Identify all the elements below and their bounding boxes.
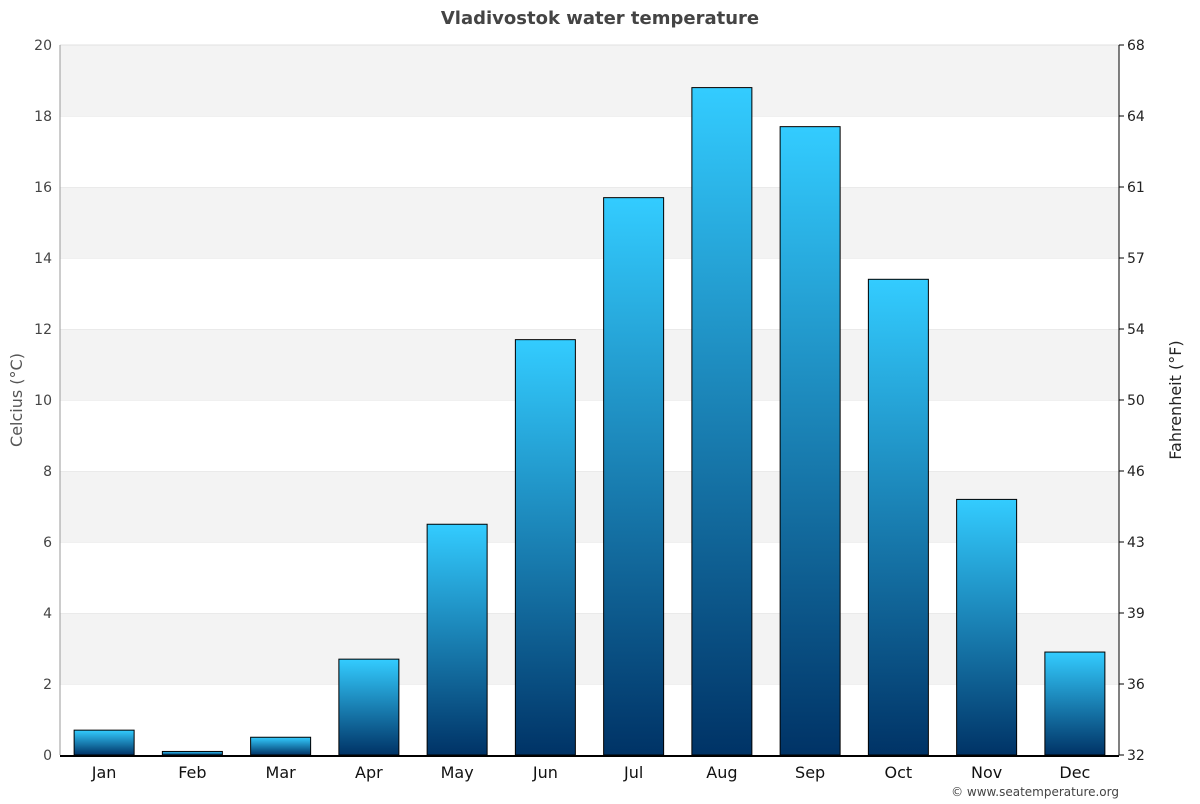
grid-band xyxy=(60,542,1119,613)
x-tick-label: Dec xyxy=(1059,763,1090,782)
x-tick-label: Sep xyxy=(795,763,825,782)
grid-band xyxy=(60,258,1119,329)
x-tick-label: Nov xyxy=(971,763,1002,782)
y-right-tick-label: 32 xyxy=(1127,748,1145,764)
y-right-tick-label: 54 xyxy=(1127,322,1145,338)
y-right-tick-label: 46 xyxy=(1127,464,1145,480)
y-axis-right-label: Fahrenheit (°F) xyxy=(1166,340,1185,459)
grid-band xyxy=(60,187,1119,258)
grid-band xyxy=(60,684,1119,755)
y-right-tick-label: 36 xyxy=(1127,677,1145,693)
y-tick-label: 18 xyxy=(34,109,52,125)
y-tick-label: 20 xyxy=(34,38,52,54)
axes: Jan Feb Mar Apr May Jun Jul Aug Sep Oct Nov Dec 0 32 2… xyxy=(34,38,1145,782)
y-tick-label: 16 xyxy=(34,180,52,196)
grid-band xyxy=(60,471,1119,542)
chart-title: Vladivostok water temperature xyxy=(441,8,759,29)
y-tick-label: 4 xyxy=(43,606,52,622)
x-tick-label: May xyxy=(441,763,474,782)
bar-sep xyxy=(779,126,841,756)
grid-band xyxy=(60,45,1119,116)
y-right-tick-label: 57 xyxy=(1127,251,1145,267)
grid-band xyxy=(60,329,1119,400)
bar-oct xyxy=(867,278,929,756)
x-tick-label: Apr xyxy=(355,763,383,782)
y-tick-label: 6 xyxy=(43,535,52,551)
bar-jun xyxy=(514,339,576,756)
bar-jul xyxy=(603,197,665,756)
grid-band xyxy=(60,613,1119,684)
bar-aug xyxy=(691,87,753,756)
grid-bands xyxy=(60,44,1119,755)
bar-mar xyxy=(250,736,312,756)
bar-may xyxy=(426,523,488,756)
x-tick-label: Oct xyxy=(885,763,913,782)
bar-apr xyxy=(338,658,400,756)
bar-jan xyxy=(73,729,135,756)
y-right-tick-label: 61 xyxy=(1127,180,1145,196)
y-axis-label: Celcius (°C) xyxy=(7,353,26,447)
bars xyxy=(73,87,1106,756)
y-tick-label: 0 xyxy=(43,748,52,764)
grid-band xyxy=(60,400,1119,471)
y-right-tick-label: 39 xyxy=(1127,606,1145,622)
y-tick-label: 8 xyxy=(43,464,52,480)
y-tick-label: 2 xyxy=(43,677,52,693)
x-tick-label: Jul xyxy=(623,763,643,782)
x-tick-label: Aug xyxy=(706,763,737,782)
y-tick-label: 12 xyxy=(34,322,52,338)
y-right-tick-label: 64 xyxy=(1127,109,1145,125)
credit: © www.seatemperature.org xyxy=(951,785,1119,799)
y-right-tick-label: 68 xyxy=(1127,38,1145,54)
grid-band xyxy=(60,116,1119,187)
bar-dec xyxy=(1044,651,1106,756)
x-tick-label: Jun xyxy=(532,763,558,782)
bar-nov xyxy=(956,498,1018,756)
x-tick-label: Feb xyxy=(178,763,206,782)
y-right-tick-label: 43 xyxy=(1127,535,1145,551)
y-right-tick-label: 50 xyxy=(1127,393,1145,409)
y-tick-label: 14 xyxy=(34,251,52,267)
x-tick-label: Jan xyxy=(91,763,117,782)
y-tick-label: 10 xyxy=(34,393,52,409)
bar-feb xyxy=(161,750,223,756)
x-tick-label: Mar xyxy=(266,763,297,782)
